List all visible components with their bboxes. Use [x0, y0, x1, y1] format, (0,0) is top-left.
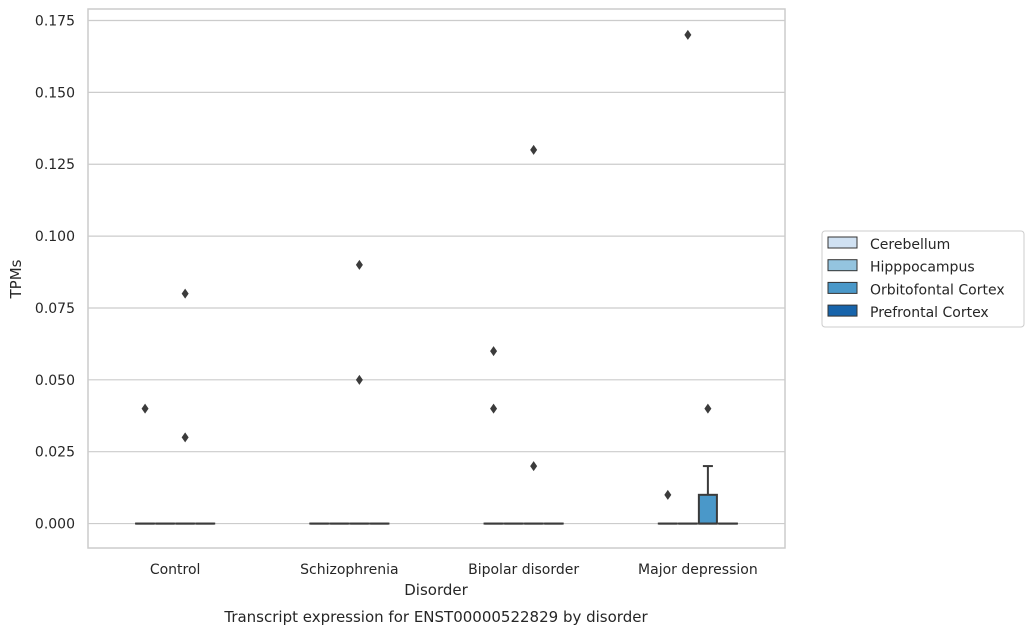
- box: [697, 465, 718, 525]
- chart-caption: Transcript expression for ENST0000052282…: [223, 608, 648, 626]
- outlier-point: [664, 489, 672, 500]
- plot-frame: [87, 8, 786, 549]
- x-tick-label: Major depression: [638, 562, 758, 578]
- x-axis-ticks: Control Schizophrenia Bipolar disorder Majo…: [150, 562, 758, 578]
- box-body: [697, 493, 718, 525]
- outliers: [141, 29, 712, 500]
- x-tick-label: Control: [150, 562, 201, 578]
- outlier-point: [355, 259, 363, 270]
- legend-label: Orbitofontal Cortex: [870, 282, 1005, 298]
- legend-swatch: [827, 236, 858, 249]
- gridlines: [88, 19, 785, 525]
- boxes: [135, 465, 738, 525]
- outlier-point: [530, 461, 538, 472]
- legend-swatch: [827, 281, 858, 294]
- legend-items: Cerebellum Hipppocampus Orbitofontal Corte…: [827, 236, 1005, 321]
- x-tick-label: Bipolar disorder: [468, 562, 579, 578]
- outlier-point: [704, 403, 712, 414]
- legend-label: Prefrontal Cortex: [870, 305, 989, 321]
- outlier-point: [181, 432, 189, 443]
- y-tick-label: 0.100: [35, 229, 75, 245]
- legend-swatch: [827, 304, 858, 317]
- outlier-point: [530, 144, 538, 155]
- y-tick-label: 0.025: [35, 445, 75, 461]
- legend-label: Hipppocampus: [870, 260, 975, 276]
- x-axis-label: Disorder: [404, 581, 468, 599]
- y-tick-label: 0.175: [35, 13, 75, 29]
- y-tick-label: 0.075: [35, 301, 75, 317]
- x-tick-label: Schizophrenia: [300, 562, 398, 578]
- outlier-point: [684, 29, 692, 40]
- legend-label: Cerebellum: [870, 237, 950, 253]
- outlier-point: [141, 403, 149, 414]
- outlier-point: [490, 346, 498, 357]
- y-tick-label: 0.125: [35, 157, 75, 173]
- y-axis-label: TPMs: [7, 259, 25, 299]
- y-axis-ticks: 0.000 0.025 0.050 0.075 0.100 0.125 0.150 0.175: [35, 13, 75, 532]
- y-tick-label: 0.050: [35, 373, 75, 389]
- y-tick-label: 0.150: [35, 85, 75, 101]
- outlier-point: [490, 403, 498, 414]
- legend-swatch: [827, 259, 858, 272]
- y-tick-label: 0.000: [35, 517, 75, 533]
- legend-frame: [821, 230, 1025, 328]
- legend: Cerebellum Hipppocampus Orbitofontal Corte…: [821, 230, 1025, 328]
- outlier-point: [181, 288, 189, 299]
- outlier-point: [355, 374, 363, 385]
